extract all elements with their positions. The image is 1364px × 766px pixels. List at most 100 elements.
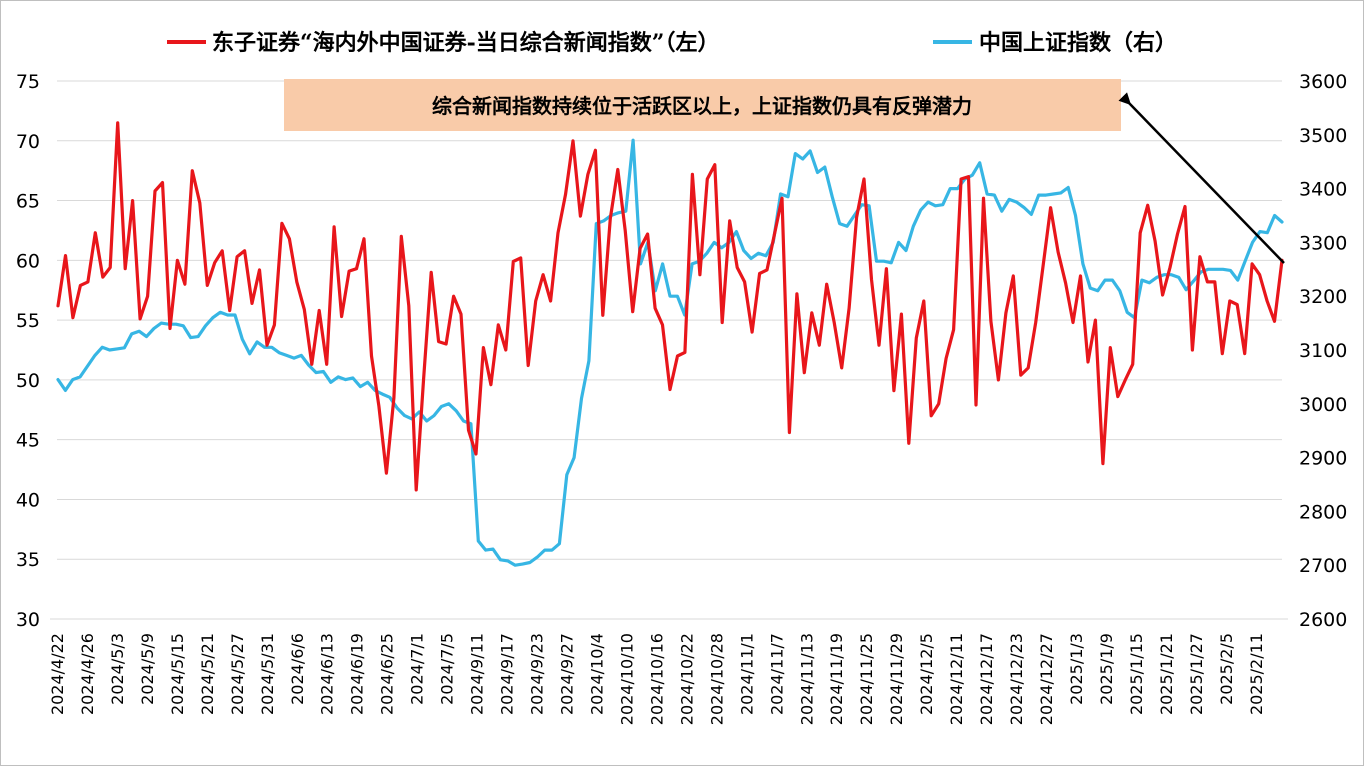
- data-point: [1020, 374, 1022, 376]
- annotation-arrow: [1118, 92, 1285, 264]
- data-point: [404, 415, 406, 417]
- data-point: [1060, 192, 1062, 194]
- data-point: [1156, 276, 1158, 278]
- data-point: [199, 202, 201, 204]
- data-point: [639, 263, 642, 265]
- data-point: [572, 140, 574, 142]
- data-point: [870, 278, 873, 281]
- data-point: [639, 247, 641, 249]
- data-point: [1023, 206, 1025, 208]
- x-tick-label: 2024/5/27: [228, 633, 247, 715]
- data-point: [934, 205, 937, 207]
- data-point: [505, 349, 507, 351]
- data-point: [315, 372, 317, 374]
- data-point: [975, 404, 977, 406]
- data-point: [766, 269, 768, 271]
- news-index-line: [56, 121, 1284, 492]
- data-point: [863, 178, 865, 180]
- data-point: [1132, 363, 1134, 365]
- data-point: [271, 346, 273, 348]
- data-point: [477, 540, 479, 542]
- x-tick-label: 2025/1/15: [1127, 633, 1146, 715]
- data-point: [923, 300, 925, 302]
- data-point: [735, 231, 738, 233]
- data-point: [536, 556, 538, 558]
- data-point: [912, 225, 914, 227]
- right-tick-label: 2700: [1299, 555, 1347, 577]
- data-point: [930, 415, 932, 417]
- data-point: [841, 367, 843, 369]
- right-tick-label: 3500: [1299, 125, 1347, 147]
- data-point: [714, 164, 716, 166]
- x-tick-label: 2024/4/22: [48, 633, 67, 715]
- data-point: [544, 549, 546, 551]
- data-point: [942, 204, 944, 206]
- data-point: [757, 252, 760, 254]
- data-point: [363, 238, 365, 240]
- data-point: [1074, 214, 1077, 217]
- data-point: [588, 360, 590, 362]
- data-point: [1236, 304, 1238, 306]
- data-point: [831, 196, 833, 198]
- data-point: [736, 266, 738, 269]
- data-point: [579, 215, 582, 217]
- left-tick-label: 35: [16, 549, 40, 571]
- x-tick-label: 2024/10/4: [587, 633, 606, 715]
- legend: 东子证券“海内外中国证券-当日综合新闻指数”（左） 中国上证指数（右）: [167, 30, 1177, 56]
- data-point: [1251, 241, 1254, 243]
- data-point: [1119, 290, 1121, 292]
- data-point: [587, 173, 589, 175]
- data-point: [602, 314, 604, 316]
- annotation-box: [284, 79, 1121, 131]
- data-point: [1162, 294, 1164, 296]
- data-point: [1281, 221, 1283, 223]
- data-point: [816, 171, 819, 174]
- data-point: [647, 233, 649, 235]
- data-point: [853, 214, 855, 217]
- data-point: [359, 386, 361, 388]
- data-point: [1273, 320, 1276, 322]
- data-point: [234, 314, 236, 316]
- data-point: [490, 384, 492, 386]
- data-point: [182, 325, 184, 327]
- data-point: [418, 411, 420, 413]
- data-point: [1139, 232, 1141, 234]
- data-point: [765, 255, 767, 257]
- data-point: [352, 377, 354, 379]
- data-point: [750, 257, 752, 260]
- data-point: [455, 410, 457, 412]
- data-point: [161, 182, 164, 184]
- data-point: [558, 543, 561, 545]
- data-point: [145, 336, 148, 338]
- data-point: [721, 247, 723, 249]
- data-point: [293, 357, 295, 359]
- left-tick-label: 60: [16, 250, 40, 272]
- data-point: [839, 223, 841, 225]
- data-point: [263, 346, 266, 348]
- data-point: [124, 268, 126, 270]
- data-point: [566, 474, 568, 476]
- data-point: [1199, 256, 1201, 258]
- data-point: [475, 453, 477, 455]
- right-tick-label: 3300: [1299, 232, 1347, 254]
- data-point: [900, 313, 903, 315]
- x-tick-label: 2024/11/1: [737, 633, 756, 715]
- annotation-text: 综合新闻指数持续位于活跃区以上，上证指数仍具有反弹潜力: [432, 94, 972, 118]
- data-point: [654, 307, 656, 309]
- x-tick-label: 2025/1/3: [1067, 633, 1086, 705]
- data-point: [661, 324, 664, 326]
- x-tick-label: 2024/12/27: [1037, 633, 1056, 725]
- data-point: [212, 317, 214, 319]
- data-point: [1244, 353, 1246, 355]
- data-point: [743, 249, 745, 252]
- data-point: [957, 188, 959, 190]
- data-point: [139, 318, 141, 320]
- data-point: [990, 320, 992, 322]
- data-point: [138, 330, 140, 332]
- data-point: [393, 397, 395, 399]
- data-point: [355, 268, 358, 270]
- data-point: [551, 549, 553, 551]
- data-point: [691, 173, 694, 175]
- data-point: [699, 274, 701, 276]
- data-point: [971, 174, 973, 176]
